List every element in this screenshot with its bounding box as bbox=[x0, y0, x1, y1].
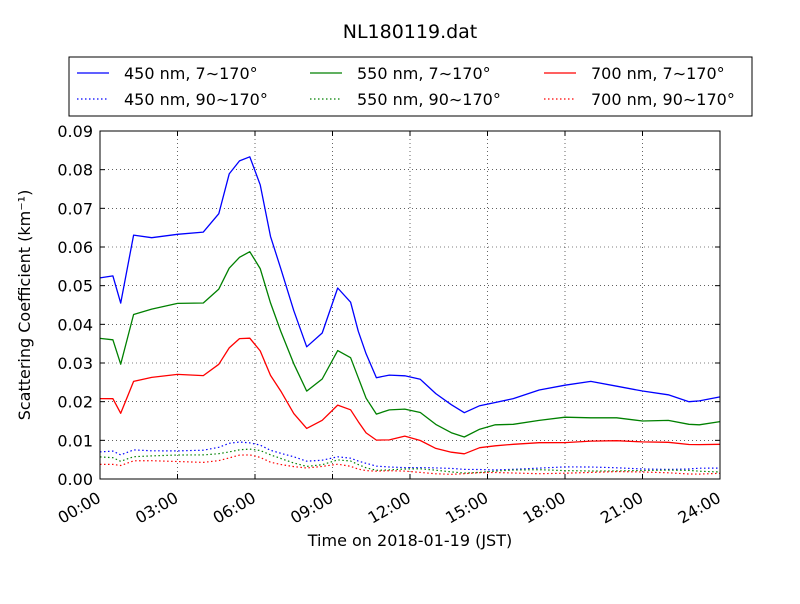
series-line bbox=[100, 454, 721, 475]
y-tick-label: 0.05 bbox=[57, 277, 93, 296]
legend-label: 550 nm, 7∼170° bbox=[357, 64, 491, 83]
series-line bbox=[99, 448, 721, 474]
chart-title: NL180119.dat bbox=[343, 21, 478, 43]
legend: 450 nm, 7∼170° 550 nm, 7∼170° 700 nm, 7∼17… bbox=[68, 56, 753, 117]
y-tick-label: 0.03 bbox=[57, 354, 93, 373]
y-tick-label: 0.07 bbox=[57, 199, 93, 218]
y-tick-label: 0.04 bbox=[57, 315, 93, 334]
series-line bbox=[99, 251, 721, 438]
y-tick-label: 0.01 bbox=[57, 431, 93, 450]
y-tick-label: 0.02 bbox=[57, 393, 93, 412]
y-axis-label: Scattering Coefficient (km⁻¹) bbox=[15, 190, 34, 421]
y-tick-label: 0.06 bbox=[57, 238, 93, 257]
legend-label: 700 nm, 7∼170° bbox=[591, 64, 725, 83]
series-line bbox=[99, 441, 721, 471]
legend-label: 550 nm, 90∼170° bbox=[357, 90, 501, 109]
y-tick-label: 0.09 bbox=[57, 122, 93, 141]
legend-box bbox=[68, 56, 753, 117]
series-line bbox=[99, 156, 721, 414]
series-lines bbox=[99, 156, 721, 475]
x-axis-label: Time on 2018-01-19 (JST) bbox=[307, 531, 512, 550]
legend-label: 450 nm, 90∼170° bbox=[124, 90, 268, 109]
series-line bbox=[99, 337, 721, 455]
y-tick-label: 0.08 bbox=[57, 161, 93, 180]
legend-label: 450 nm, 7∼170° bbox=[124, 64, 258, 83]
legend-label: 700 nm, 90∼170° bbox=[591, 90, 735, 109]
y-tick-label: 0.00 bbox=[57, 470, 93, 489]
